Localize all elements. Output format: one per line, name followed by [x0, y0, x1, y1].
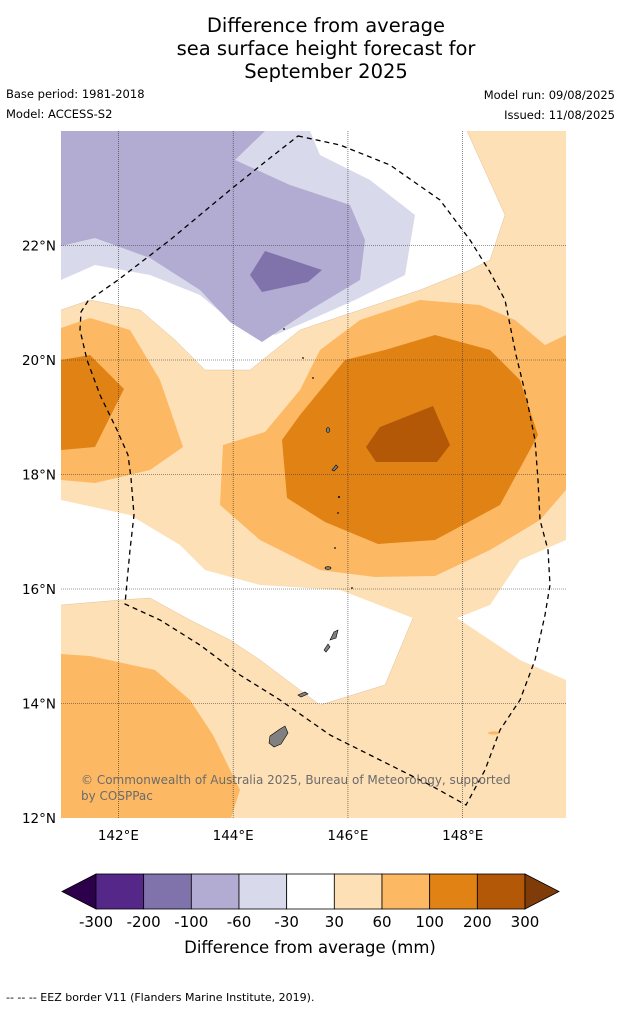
colorbar-bin — [476, 873, 526, 910]
title-line-3: September 2025 — [244, 60, 408, 83]
colorbar-bin — [286, 873, 335, 910]
lon-tick-label: 148°E — [442, 828, 483, 844]
copyright-line-1: © Commonwealth of Australia 2025, Bureau… — [81, 773, 511, 787]
colorbar-bin — [429, 873, 478, 910]
contour-100-200-west — [61, 355, 124, 450]
colorbar-tick: -60 — [227, 913, 252, 931]
colorbar-bin — [95, 873, 145, 910]
lon-tick-label: 146°E — [327, 828, 368, 844]
title-line-2: sea surface height forecast for — [176, 37, 476, 60]
map-gridlines — [61, 131, 566, 818]
contour-200-300 — [366, 406, 450, 462]
title-line-1: Difference from average — [206, 14, 446, 37]
island-tinian — [323, 643, 331, 653]
lat-tick-label: 20°N — [22, 353, 56, 369]
lat-tick-label: 18°N — [22, 468, 56, 484]
contour-white-east — [457, 540, 566, 680]
model-name: Model: ACCESS-S2 — [6, 107, 113, 121]
island-small-5 — [312, 377, 314, 379]
island-small-6 — [302, 357, 304, 359]
colorbar — [61, 873, 560, 910]
colorbar-tick: 300 — [511, 913, 540, 931]
copyright-line-2: by COSPPac — [81, 789, 153, 803]
island-small-7 — [283, 328, 285, 330]
island-agrihan — [325, 427, 331, 433]
lon-tick-label: 142°E — [98, 828, 139, 844]
base-period: Base period: 1981-2018 — [6, 87, 145, 101]
colorbar-extend-low — [61, 873, 97, 910]
colorbar-tick: 100 — [415, 913, 444, 931]
lat-tick-label: 22°N — [22, 239, 56, 255]
colorbar-tick-labels: -300 -200 -100 -60 -30 30 60 100 200 300 — [79, 913, 539, 931]
lon-tick-label: 144°E — [213, 828, 254, 844]
colorbar-tick: -200 — [127, 913, 161, 931]
colorbar-bin — [143, 873, 192, 910]
colorbar-tick: -300 — [79, 913, 113, 931]
longitude-labels: 142°E 144°E 146°E 148°E — [98, 828, 483, 844]
anomaly-patch-small — [488, 731, 500, 735]
colorbar-tick: -30 — [274, 913, 299, 931]
island-pagan — [331, 464, 339, 472]
colorbar-bin — [381, 873, 431, 910]
island-saipan — [329, 629, 339, 641]
island-rota — [297, 691, 309, 698]
colorbar-tick: -100 — [174, 913, 208, 931]
island-guam — [268, 725, 289, 748]
lat-tick-label: 12°N — [22, 811, 56, 827]
lat-tick-label: 16°N — [22, 582, 56, 598]
island-small-2 — [337, 495, 341, 499]
island-small-3 — [337, 512, 339, 514]
colorbar-bin — [333, 873, 383, 910]
lat-tick-label: 14°N — [22, 697, 56, 713]
islands — [268, 328, 353, 748]
contour-60-100-south — [61, 654, 240, 818]
latitude-labels: 12°N 14°N 16°N 18°N 20°N 22°N — [22, 239, 56, 828]
contour-neg100-neg200 — [250, 251, 322, 292]
model-run: Model run: 09/08/2025 — [483, 88, 615, 102]
colorbar-tick: 200 — [463, 913, 492, 931]
colorbar-extend-high — [524, 873, 560, 910]
island-small-8 — [351, 587, 353, 589]
colorbar-bin — [238, 873, 288, 910]
colorbar-label: Difference from average (mm) — [184, 938, 436, 957]
colorbar-tick: 60 — [372, 913, 391, 931]
colorbar-bin — [190, 873, 240, 910]
issued-date: Issued: 11/08/2025 — [504, 108, 615, 122]
contour-neg60-neg100 — [61, 131, 365, 342]
eez-border — [79, 135, 551, 806]
colorbar-tick: 30 — [325, 913, 344, 931]
chart-title: Difference from average sea surface heig… — [0, 14, 621, 83]
eez-footer-note: -- -- -- EEZ border V11 (Flanders Marine… — [6, 991, 315, 1004]
island-small-1 — [324, 566, 332, 570]
island-small-4 — [334, 547, 336, 549]
